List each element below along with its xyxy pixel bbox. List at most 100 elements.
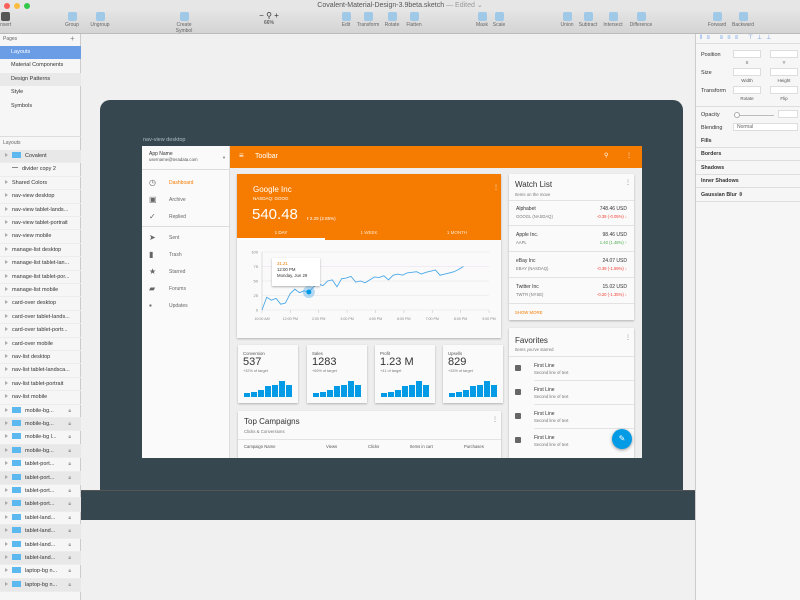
column-header[interactable]: Views: [326, 444, 338, 449]
layer-item[interactable]: tablet-land... 🔒︎: [0, 525, 81, 539]
nav-item-send[interactable]: ➤ Sent: [142, 229, 230, 247]
minimize-button[interactable]: [14, 3, 20, 9]
disclosure-triangle-icon[interactable]: [5, 153, 8, 157]
layer-item[interactable]: tablet-port... 🔒︎: [0, 498, 81, 512]
nav-item-flag[interactable]: ▪ Updates: [142, 297, 230, 315]
disclosure-triangle-icon[interactable]: [5, 528, 8, 533]
backward-button[interactable]: Backward: [729, 11, 757, 34]
zoom-control[interactable]: − ⚲ +66%: [255, 11, 283, 34]
difference-button[interactable]: Difference: [627, 11, 655, 34]
disclosure-triangle-icon[interactable]: [5, 206, 8, 211]
disclosure-triangle-icon[interactable]: [5, 581, 8, 586]
inspector-section[interactable]: Fills: [696, 135, 800, 148]
align-toolbar[interactable]: ‖≡ ≡≡≡ ⊤⊥⊥: [696, 34, 800, 44]
watch-list-item[interactable]: Alphabet GOOGL (NASDAQ) 748.46 USD -0.39 (-…: [509, 200, 634, 226]
layer-item[interactable]: mobile-bg... 🔒︎: [0, 444, 81, 459]
disclosure-triangle-icon[interactable]: [5, 434, 8, 439]
disclosure-triangle-icon[interactable]: [5, 193, 8, 198]
watch-list-item[interactable]: Twitter Inc TWTR (NYSE) 15.02 USD -0.20 (-1…: [509, 278, 634, 304]
disclosure-triangle-icon[interactable]: [5, 179, 8, 184]
disclosure-triangle-icon[interactable]: [5, 367, 8, 372]
disclosure-triangle-icon[interactable]: [5, 474, 8, 479]
watch-list-item[interactable]: Apple Inc. AAPL 98.46 USD 1.40 (1.48%) ↑: [509, 226, 634, 252]
lock-icon[interactable]: 🔒︎: [68, 555, 71, 561]
watch-list-item[interactable]: eBay Inc EBAY (NASDAQ) 24.07 USD -0.39 (-1.…: [509, 252, 634, 278]
more-vert-icon[interactable]: ⋮: [625, 180, 631, 186]
rotate-field[interactable]: [733, 86, 761, 94]
menu-icon[interactable]: ≡: [239, 151, 244, 160]
disclosure-triangle-icon[interactable]: [5, 287, 8, 291]
y-field[interactable]: [770, 50, 798, 58]
scale-button[interactable]: Scale: [485, 11, 513, 34]
width-field[interactable]: [733, 68, 761, 76]
page-item[interactable]: Design Patterns: [0, 72, 81, 87]
more-vert-icon[interactable]: ⋮: [626, 153, 632, 159]
layer-item[interactable]: nav-view mobile: [0, 230, 81, 244]
page-item[interactable]: Symbols: [11, 102, 33, 109]
chevron-down-icon[interactable]: ▾: [222, 155, 225, 160]
layer-item[interactable]: tablet-land... 🔒︎: [0, 552, 81, 566]
account-header[interactable]: App Name username@teradata.com ▾: [142, 146, 230, 170]
disclosure-triangle-icon[interactable]: [5, 394, 8, 399]
lock-icon[interactable]: 🔒︎: [68, 514, 71, 521]
more-vert-icon[interactable]: ⋮: [493, 185, 499, 191]
layer-item[interactable]: Covalent: [0, 150, 81, 164]
ungroup-button[interactable]: Ungroup: [86, 11, 114, 34]
layer-item[interactable]: card-over tablet-portr...: [0, 324, 81, 338]
mask-button[interactable]: Mask: [468, 11, 496, 34]
column-header[interactable]: Campaign Name: [244, 444, 276, 449]
disclosure-triangle-icon[interactable]: [5, 327, 8, 332]
layer-item[interactable]: tablet-port... 🔒︎: [0, 458, 81, 472]
layer-item[interactable]: card-over mobile: [0, 338, 81, 351]
close-button[interactable]: [4, 3, 10, 9]
inspector-section[interactable]: Gaussian Blur ⇳: [696, 189, 800, 202]
zoom-button[interactable]: [24, 3, 30, 9]
favorite-item[interactable]: First Line Second line of text: [509, 357, 634, 381]
stock-tab[interactable]: 1 MONTH: [446, 230, 468, 235]
edit-fab[interactable]: ✎: [612, 429, 632, 449]
opacity-field[interactable]: [778, 110, 798, 118]
nav-item-clock[interactable]: ◷ Dashboard: [142, 174, 230, 192]
layer-item[interactable]: manage-list tablet-lan...: [0, 257, 81, 271]
disclosure-triangle-icon[interactable]: [5, 233, 8, 238]
layer-item[interactable]: tablet-land... 🔒︎: [0, 539, 81, 552]
layer-item[interactable]: nav-list tablet-landsca...: [0, 364, 81, 378]
lock-icon[interactable]: 🔒︎: [68, 407, 71, 414]
layer-item[interactable]: mobile-bg... 🔒︎: [0, 418, 81, 432]
disclosure-triangle-icon[interactable]: [5, 313, 8, 318]
disclosure-triangle-icon[interactable]: [5, 246, 8, 251]
lock-icon[interactable]: 🔒︎: [68, 421, 71, 427]
layer-item[interactable]: nav-view tablet-lands...: [0, 204, 81, 217]
favorite-item[interactable]: First Line Second line of text: [509, 381, 634, 405]
layer-item[interactable]: Shared Colors: [0, 177, 81, 191]
layer-item[interactable]: tablet-port... 🔒︎: [0, 471, 81, 485]
group-button[interactable]: Group: [58, 11, 86, 34]
lock-icon[interactable]: 🔒︎: [68, 461, 71, 468]
layer-item[interactable]: manage-list mobile: [0, 284, 81, 298]
disclosure-triangle-icon[interactable]: [5, 555, 8, 559]
search-icon[interactable]: ⚲: [604, 153, 609, 159]
disclosure-triangle-icon[interactable]: [5, 488, 8, 492]
disclosure-triangle-icon[interactable]: [5, 407, 8, 412]
nav-item-check[interactable]: ✓ Replied: [142, 208, 230, 226]
zoom-in-button[interactable]: +: [274, 11, 279, 20]
page-item[interactable]: Layouts: [0, 46, 81, 60]
nav-item-forum[interactable]: ▰ Forums: [142, 280, 230, 298]
disclosure-triangle-icon[interactable]: [5, 300, 8, 305]
lock-icon[interactable]: 🔒︎: [68, 528, 71, 535]
insert-button[interactable]: Insert: [0, 11, 19, 34]
column-header[interactable]: Items in cart: [410, 444, 433, 449]
disclosure-triangle-icon[interactable]: [5, 568, 8, 573]
page-item[interactable]: Style: [11, 89, 24, 96]
flatten-button[interactable]: Flatten: [400, 11, 428, 34]
stock-tab[interactable]: 1 WEEK: [360, 230, 378, 235]
layer-item[interactable]: tablet-land... 🔒︎: [0, 512, 81, 526]
disclosure-triangle-icon[interactable]: [5, 273, 8, 278]
layer-item[interactable]: manage-list tablet-por...: [0, 271, 81, 284]
blending-select[interactable]: Normal: [733, 123, 798, 131]
lock-icon[interactable]: 🔒︎: [68, 581, 71, 588]
disclosure-triangle-icon[interactable]: [5, 220, 8, 224]
lock-icon[interactable]: 🔒︎: [68, 488, 71, 494]
intersect-button[interactable]: Intersect: [599, 11, 627, 34]
x-field[interactable]: [733, 50, 761, 58]
